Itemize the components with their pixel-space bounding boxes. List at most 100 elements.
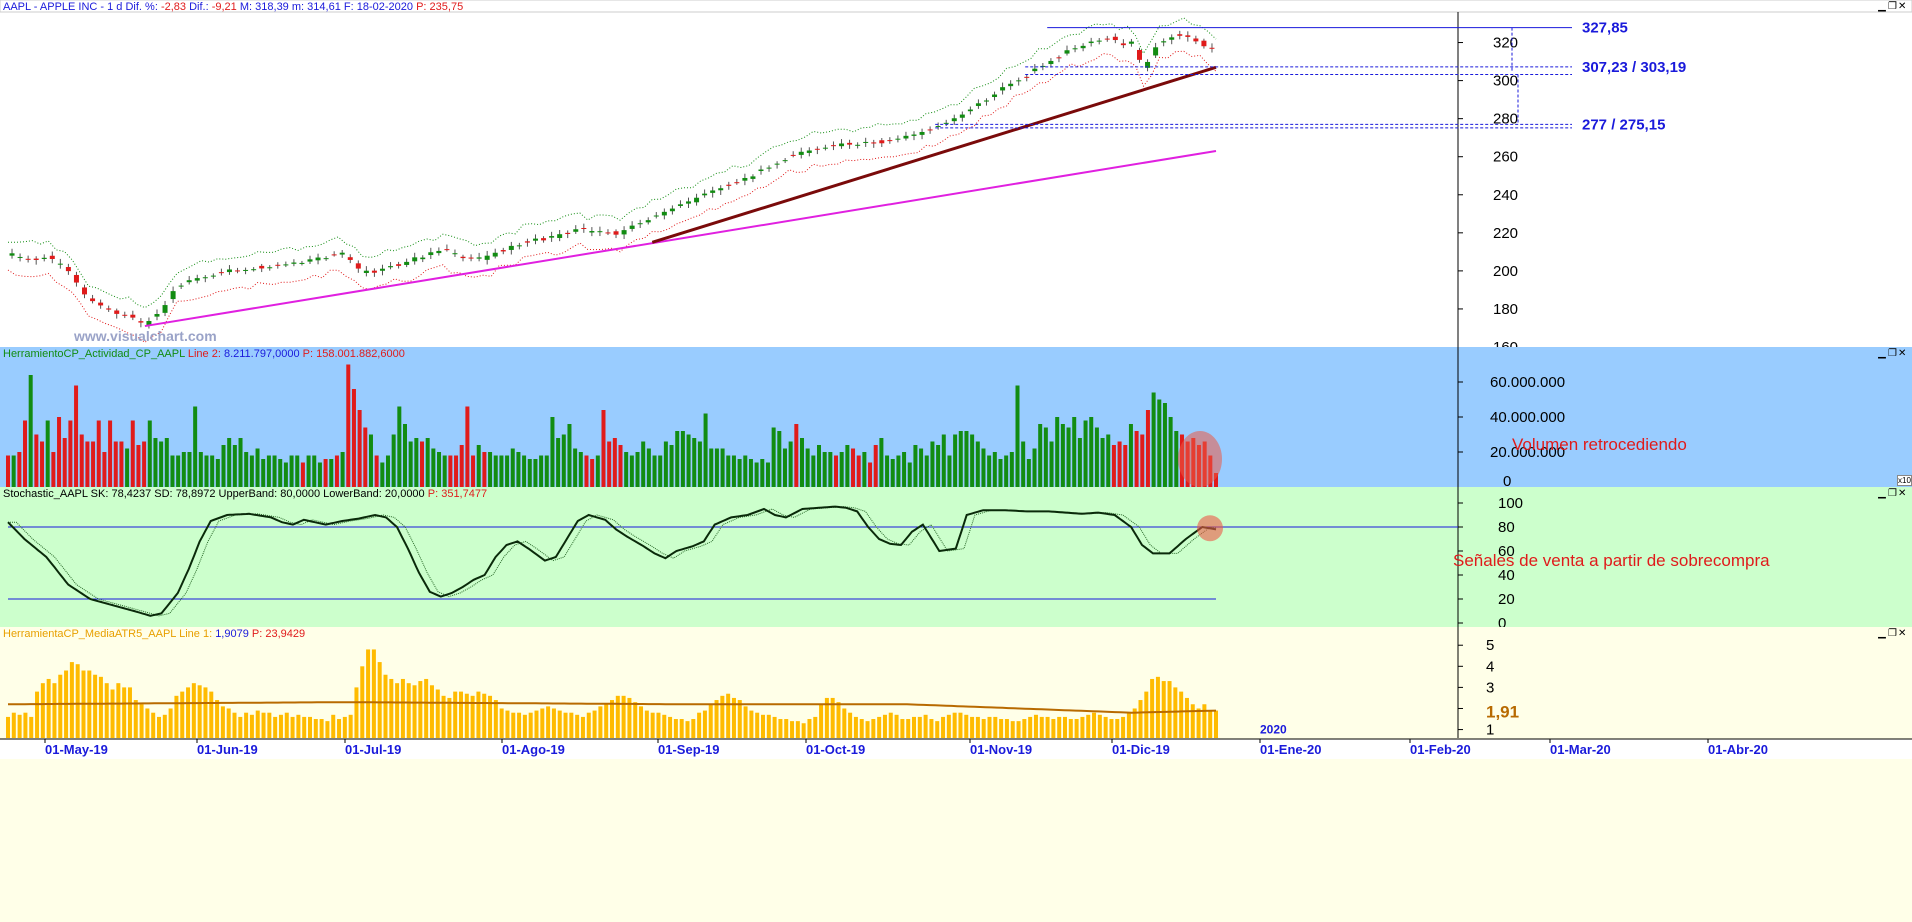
candle-body (975, 103, 981, 106)
atr-bar (278, 714, 283, 738)
stochastic-ytick-label: 20 (1498, 591, 1515, 608)
candle-body (541, 238, 547, 241)
volume-bar (181, 452, 186, 487)
candle-body (9, 253, 15, 256)
minimize-icon[interactable]: ▁ (1878, 488, 1888, 499)
candle-body (412, 257, 418, 262)
atr-bar (209, 691, 214, 738)
candle-body (774, 163, 780, 165)
atr-bar (749, 710, 754, 738)
atr-bar (127, 687, 132, 738)
volume-bar (1021, 441, 1026, 487)
atr-bar (766, 714, 771, 738)
stoch-p-label: P: (427, 488, 439, 500)
candle-body (210, 275, 216, 277)
max-label: M: (239, 1, 253, 13)
atr-bar (383, 674, 388, 738)
atr-bar (238, 716, 243, 738)
minimize-icon[interactable]: ▁ (1878, 1, 1888, 12)
price-panel[interactable]: AAPL - APPLE INC - 1 d Dif. %: -2,83 Dif… (0, 0, 1912, 348)
volume-bar (454, 455, 459, 487)
stochastic-chart[interactable]: 0 20 40 60 80 100 (0, 487, 1912, 627)
volume-bar (340, 452, 345, 487)
volume-bar (1043, 427, 1048, 487)
atr-bar (429, 685, 434, 738)
candle-body (162, 305, 168, 313)
atr-bar (505, 710, 510, 738)
candle-body (323, 258, 329, 260)
volume-bar (913, 445, 918, 487)
atr-bar (1144, 691, 1149, 738)
candle-body (379, 268, 385, 271)
atr-bar (1057, 716, 1062, 738)
volume-bar (567, 424, 572, 487)
volume-chart[interactable]: 20.000.000 40.000.000 60.000.000 0 (0, 347, 1912, 487)
close-icon[interactable]: ✕ (1898, 348, 1909, 359)
atr-bar (575, 714, 580, 738)
volume-bar (788, 441, 793, 487)
atr-bar (180, 691, 185, 738)
lower-band-line (7, 50, 1217, 344)
candle-body (677, 204, 683, 206)
restore-icon[interactable]: ❐ (1888, 628, 1899, 639)
atr-bar (145, 708, 150, 738)
restore-icon[interactable]: ❐ (1888, 348, 1899, 359)
price-ytick-label-cut: 160 (1493, 339, 1518, 347)
price-ytick-label: 200 (1493, 263, 1518, 280)
atr-bar (586, 712, 591, 738)
atr-bar (1086, 714, 1091, 738)
volume-bar (851, 448, 856, 487)
x-tick-label: 01-Jul-19 (345, 742, 401, 757)
volume-panel-title: HerramientoCP_Actividad_CP_AAPL Line 2: … (3, 348, 405, 360)
minimize-icon[interactable]: ▁ (1878, 628, 1888, 639)
atr-bar (842, 708, 847, 738)
atr-panel[interactable]: HerramientaCP_MediaATR5_AAPL Line 1: 1,9… (0, 627, 1912, 922)
close-icon[interactable]: ✕ (1898, 488, 1909, 499)
candle-body (589, 231, 595, 233)
x-tick-label: 01-Ago-19 (502, 742, 565, 757)
volume-bar (646, 448, 651, 487)
volume-bar (170, 455, 175, 487)
volume-bar (992, 452, 997, 487)
candle-body (726, 184, 732, 186)
minimize-icon[interactable]: ▁ (1878, 348, 1888, 359)
atr-bar (220, 706, 225, 738)
volume-bar (300, 462, 305, 487)
volume-ytick-label: 20.000.000 (1490, 444, 1565, 461)
volume-panel[interactable]: HerramientoCP_Actividad_CP_AAPL Line 2: … (0, 347, 1912, 488)
close-icon[interactable]: ✕ (1898, 1, 1909, 12)
atr-bar (58, 674, 63, 738)
atr-bar (1214, 710, 1218, 738)
atr-bar (6, 716, 10, 738)
stochastic-panel[interactable]: Stochastic_AAPL SK: 78,4237 SD: 78,8972 … (0, 487, 1912, 628)
atr-bar (615, 695, 620, 738)
atr-chart[interactable]: 123451,91202001-May-1901-Jun-1901-Jul-19… (0, 627, 1912, 922)
atr-bar (447, 697, 452, 738)
candle-body (1104, 38, 1110, 40)
volume-bar (159, 441, 164, 487)
close-icon[interactable]: ✕ (1898, 628, 1909, 639)
candle-body (549, 236, 555, 238)
volume-bar (1168, 417, 1173, 487)
atr-bar (406, 683, 411, 738)
atr-bar (1063, 716, 1067, 738)
atr-title: HerramientaCP_MediaATR5_AAPL (3, 628, 177, 640)
restore-icon[interactable]: ❐ (1888, 1, 1899, 12)
atr-bar (621, 695, 626, 738)
volume-bar (227, 438, 232, 487)
price-chart[interactable]: 180 200 220 240 260 280 300 320 160 327,85 307,23 … (0, 0, 1912, 347)
volume-bar (1083, 420, 1088, 487)
candle-body (404, 261, 410, 265)
restore-icon[interactable]: ❐ (1888, 488, 1899, 499)
candle-body (1008, 83, 1014, 87)
volume-bar (425, 438, 430, 487)
atr-bar (714, 700, 719, 738)
volume-bar (221, 445, 226, 487)
atr-bar (1115, 719, 1120, 738)
atr-bar (952, 712, 957, 738)
candle-body (130, 314, 136, 318)
atr-bar (1080, 716, 1085, 738)
atr-bar (459, 691, 463, 738)
atr-bar (888, 712, 893, 738)
atr-bar (377, 662, 382, 738)
